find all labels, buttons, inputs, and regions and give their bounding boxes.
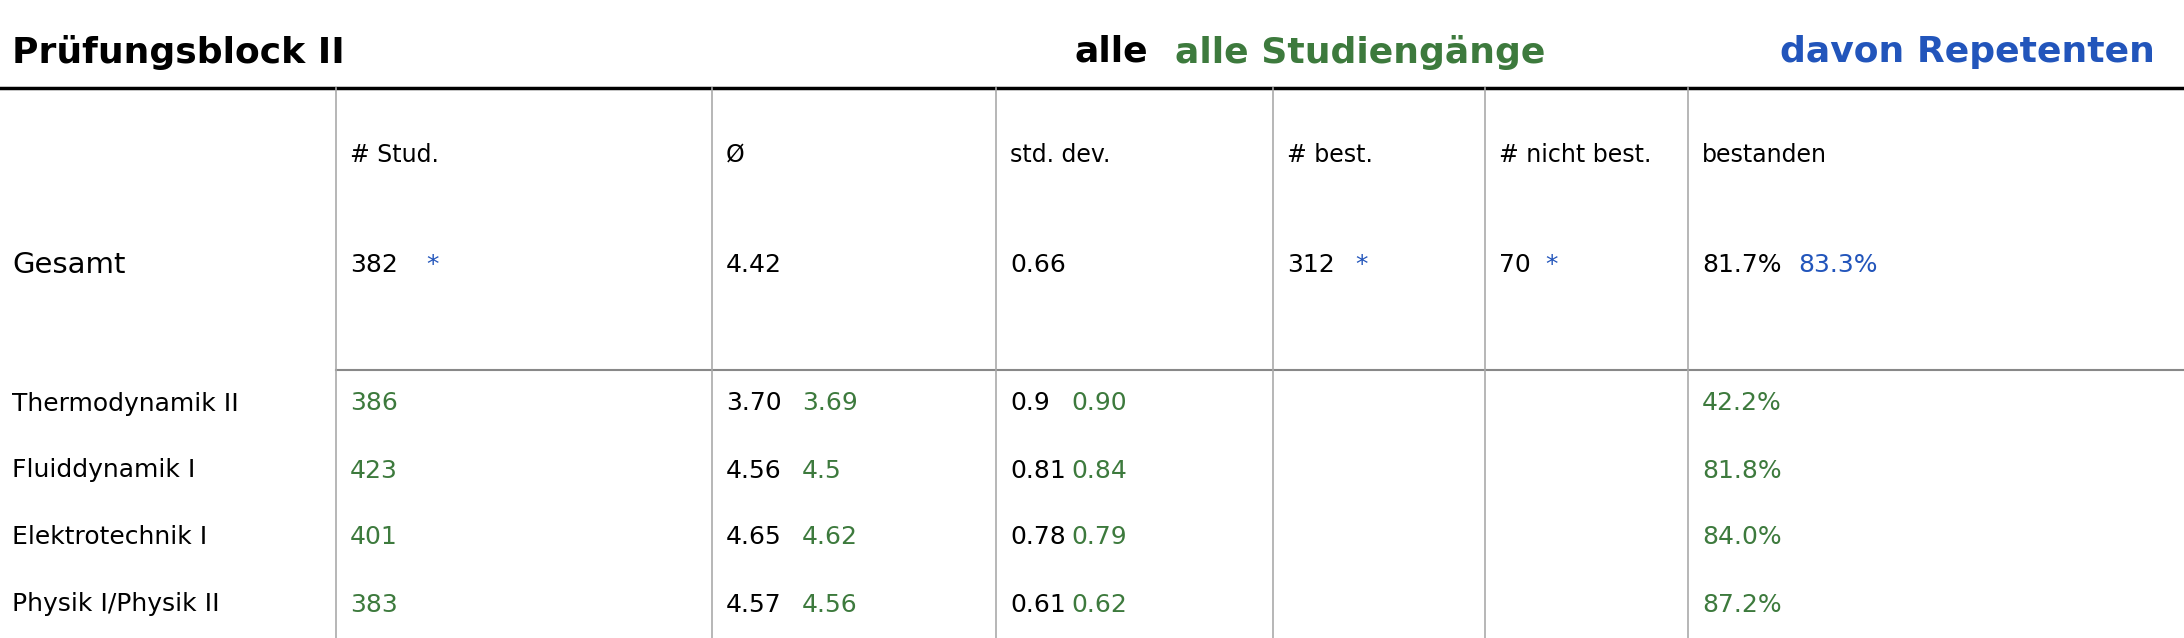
Text: alle Studiengänge: alle Studiengänge: [1175, 34, 1546, 70]
Text: 0.84: 0.84: [1070, 459, 1127, 482]
Text: 401: 401: [349, 526, 397, 549]
Text: Elektrotechnik I: Elektrotechnik I: [11, 526, 207, 549]
Text: 0.79: 0.79: [1070, 526, 1127, 549]
Text: 70: 70: [1498, 253, 1531, 277]
Text: 83.3%: 83.3%: [1797, 253, 1878, 277]
Text: 312: 312: [1286, 253, 1334, 277]
Text: 81.7%: 81.7%: [1701, 253, 1782, 277]
Text: 42.2%: 42.2%: [1701, 392, 1782, 415]
Text: # Stud.: # Stud.: [349, 143, 439, 167]
Text: 423: 423: [349, 459, 397, 482]
Text: 4.65: 4.65: [725, 526, 782, 549]
Text: davon Repetenten: davon Repetenten: [1780, 35, 2156, 69]
Text: 383: 383: [349, 593, 397, 616]
Text: 84.0%: 84.0%: [1701, 526, 1782, 549]
Text: 0.61: 0.61: [1009, 593, 1066, 616]
Text: 4.42: 4.42: [725, 253, 782, 277]
Text: alle: alle: [1075, 35, 1149, 69]
Text: Physik I/Physik II: Physik I/Physik II: [11, 593, 221, 616]
Text: 4.62: 4.62: [802, 526, 858, 549]
Text: 4.57: 4.57: [725, 593, 782, 616]
Text: 4.56: 4.56: [725, 459, 782, 482]
Text: 3.70: 3.70: [725, 392, 782, 415]
Text: # best.: # best.: [1286, 143, 1374, 167]
Text: bestanden: bestanden: [1701, 143, 1828, 167]
Text: Thermodynamik II: Thermodynamik II: [11, 392, 238, 415]
Text: Prüfungsblock II: Prüfungsblock II: [11, 34, 345, 70]
Text: 382: 382: [349, 253, 397, 277]
Text: *: *: [1544, 253, 1557, 277]
Text: # nicht best.: # nicht best.: [1498, 143, 1651, 167]
Text: Fluiddynamik I: Fluiddynamik I: [11, 459, 194, 482]
Text: 0.66: 0.66: [1009, 253, 1066, 277]
Text: 87.2%: 87.2%: [1701, 593, 1782, 616]
Text: 0.9: 0.9: [1009, 392, 1051, 415]
Text: Gesamt: Gesamt: [11, 251, 124, 279]
Text: 0.62: 0.62: [1070, 593, 1127, 616]
Text: 0.81: 0.81: [1009, 459, 1066, 482]
Text: 81.8%: 81.8%: [1701, 459, 1782, 482]
Text: std. dev.: std. dev.: [1009, 143, 1109, 167]
Text: 0.90: 0.90: [1070, 392, 1127, 415]
Text: *: *: [1354, 253, 1367, 277]
Text: 4.5: 4.5: [802, 459, 841, 482]
Text: 386: 386: [349, 392, 397, 415]
Text: 3.69: 3.69: [802, 392, 858, 415]
Text: *: *: [426, 253, 439, 277]
Text: 0.78: 0.78: [1009, 526, 1066, 549]
Text: Ø: Ø: [725, 143, 745, 167]
Text: 4.56: 4.56: [802, 593, 858, 616]
